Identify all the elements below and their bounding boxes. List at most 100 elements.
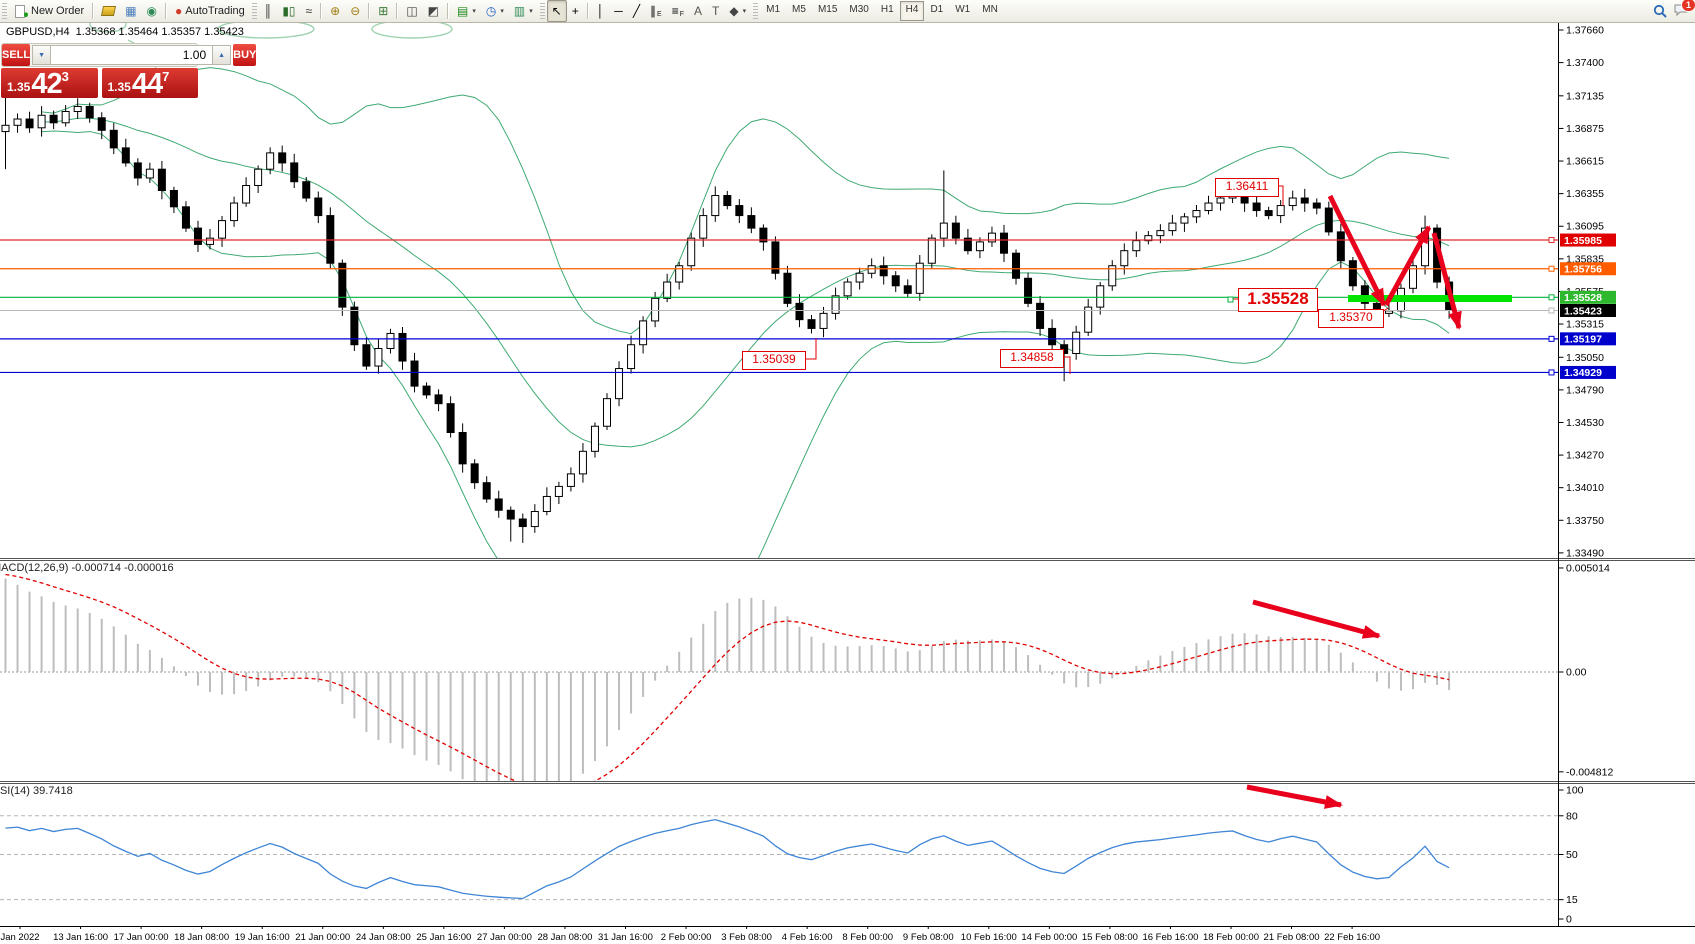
candle-bullish: [627, 344, 636, 370]
candle-bearish: [290, 162, 299, 183]
candle-bullish: [855, 272, 864, 283]
candle-bullish: [927, 237, 936, 264]
periods-button[interactable]: ◷ ▾: [481, 0, 509, 22]
zoom-out-button[interactable]: ⊖: [345, 0, 365, 22]
sell-button[interactable]: SELL: [2, 44, 31, 66]
toolbar-grip[interactable]: [539, 3, 545, 19]
timeframe-h1-button[interactable]: H1: [880, 4, 894, 15]
buy-button[interactable]: BUY: [233, 44, 257, 66]
red-arrow[interactable]: [1252, 599, 1381, 639]
svg-text:0.00: 0.00: [1566, 667, 1587, 679]
tile-windows-button[interactable]: ⊞: [373, 0, 393, 22]
volume-increase-button[interactable]: ▲: [212, 45, 232, 65]
dropdown-caret-icon[interactable]: ▾: [472, 8, 476, 15]
timeframe-m15-button[interactable]: M15: [817, 4, 838, 15]
candle-bullish: [542, 495, 551, 513]
volume-decrease-button[interactable]: ▼: [32, 45, 52, 65]
toolbar-separator: [586, 3, 589, 19]
horizontal-level-lines[interactable]: [0, 239, 1559, 374]
red-arrow[interactable]: [1383, 225, 1432, 307]
volume-input[interactable]: [51, 45, 213, 65]
search-icon: [1653, 4, 1667, 18]
price-annotation-1.35370[interactable]: 1.35370: [1318, 309, 1384, 328]
svg-text:1.34790: 1.34790: [1566, 384, 1604, 396]
zoom-in-button[interactable]: ⊕: [325, 0, 345, 22]
candle-bullish: [915, 262, 924, 294]
line-chart-button[interactable]: ≈: [301, 0, 318, 22]
arrows-button[interactable]: ◆ ▾: [724, 0, 751, 22]
timeframe-m30-button[interactable]: M30: [849, 4, 869, 15]
notification-badge[interactable]: 1: [1680, 0, 1695, 12]
text-label-button[interactable]: T: [707, 0, 724, 22]
red-arrow[interactable]: [1246, 784, 1343, 809]
candle-bearish: [1024, 277, 1033, 304]
toolbar-separator: [396, 3, 399, 19]
line-anchor-handle[interactable]: [1227, 296, 1234, 303]
charts-window-button[interactable]: ▦: [120, 0, 141, 22]
candle-bullish: [1288, 197, 1297, 207]
fibonacci-button[interactable]: ≡ F: [667, 0, 689, 22]
templates-button[interactable]: ▥ ▾: [509, 0, 538, 22]
price-annotation-1.36411[interactable]: 1.36411: [1215, 178, 1279, 197]
signals-button[interactable]: ◉: [142, 0, 162, 22]
svg-text:1.34929: 1.34929: [1564, 367, 1602, 379]
search-button[interactable]: [1648, 0, 1673, 22]
candle-bearish: [963, 237, 972, 252]
red-arrow[interactable]: [1327, 194, 1387, 307]
toolbar-grip[interactable]: [2, 3, 7, 19]
auto-scroll-button[interactable]: ◫: [401, 0, 422, 22]
svg-text:1.34010: 1.34010: [1566, 482, 1604, 494]
svg-text:21 Feb 08:00: 21 Feb 08:00: [1264, 932, 1320, 943]
svg-text:16 Feb 16:00: 16 Feb 16:00: [1142, 932, 1198, 943]
timeframe-m5-button[interactable]: M5: [792, 4, 806, 15]
vertical-line-button[interactable]: │: [592, 0, 610, 22]
candle-bearish: [422, 385, 431, 396]
cursor-button[interactable]: ↖: [546, 0, 567, 22]
timeframe-m1-button[interactable]: M1: [766, 4, 781, 15]
toolbar-grip[interactable]: [753, 3, 759, 19]
timeframe-d1-button[interactable]: D1: [930, 4, 944, 15]
new-order-button[interactable]: New Order: [9, 0, 89, 22]
red-arrow[interactable]: [1431, 232, 1462, 330]
horizontal-line-button[interactable]: ─: [609, 0, 628, 22]
dropdown-caret-icon[interactable]: ▾: [529, 8, 533, 15]
text-button[interactable]: A: [689, 0, 707, 22]
toolbar-grip[interactable]: [251, 3, 257, 19]
price-annotation-1.35039[interactable]: 1.35039: [742, 351, 806, 370]
dropdown-caret-icon[interactable]: ▾: [500, 8, 504, 15]
candle-bullish: [554, 485, 563, 497]
svg-text:0.005014: 0.005014: [1566, 562, 1610, 574]
chart-canvas[interactable]: 1.37660 1.37400 1.37135 1.36875 1.36615 1.363…: [0, 22, 1695, 944]
bollinger-middle-band: [41, 117, 1450, 448]
price-annotation-1.34858[interactable]: 1.34858: [1000, 349, 1064, 368]
support-zone-highlight[interactable]: [1348, 295, 1512, 302]
candle-bearish: [747, 215, 756, 229]
candle-bullish: [386, 332, 395, 349]
dropdown-caret-icon[interactable]: ▾: [742, 8, 747, 15]
price-annotation-1.35528[interactable]: 1.35528: [1238, 288, 1318, 312]
candle-bearish: [1300, 197, 1309, 204]
vertical-line-icon: │: [596, 4, 605, 18]
price-badge-1.35985: 1.35985: [1548, 233, 1616, 247]
candle-bullish: [663, 281, 672, 299]
bar-chart-button[interactable]: ║: [259, 0, 278, 22]
indicators-button[interactable]: ▤ ▾: [452, 0, 481, 22]
deposit-button[interactable]: [97, 0, 120, 22]
auto-scroll-icon: ◫: [406, 4, 418, 18]
timeframe-h4-button[interactable]: H4: [899, 1, 925, 21]
chart-shift-button[interactable]: ◩: [423, 0, 444, 22]
candle-bullish: [1156, 230, 1165, 237]
trend-arrows[interactable]: [1246, 194, 1462, 809]
timeframe-w1-button[interactable]: W1: [955, 4, 971, 15]
channel-button[interactable]: ∥ E: [645, 0, 667, 22]
timeframe-mn-button[interactable]: MN: [982, 4, 998, 15]
trendline-button[interactable]: ╱: [628, 0, 645, 22]
buy-price-display[interactable]: 1.35 44 7: [101, 68, 198, 98]
svg-text:25 Jan 16:00: 25 Jan 16:00: [416, 932, 471, 943]
crosshair-button[interactable]: +: [567, 0, 584, 22]
candle-bearish: [999, 232, 1008, 254]
sell-price-display[interactable]: 1.35 42 3: [1, 68, 98, 98]
candlestick-chart-button[interactable]: ▮▯: [277, 0, 300, 22]
autotrading-button[interactable]: ● AutoTrading: [170, 0, 250, 22]
svg-text:27 Jan 00:00: 27 Jan 00:00: [477, 932, 532, 943]
